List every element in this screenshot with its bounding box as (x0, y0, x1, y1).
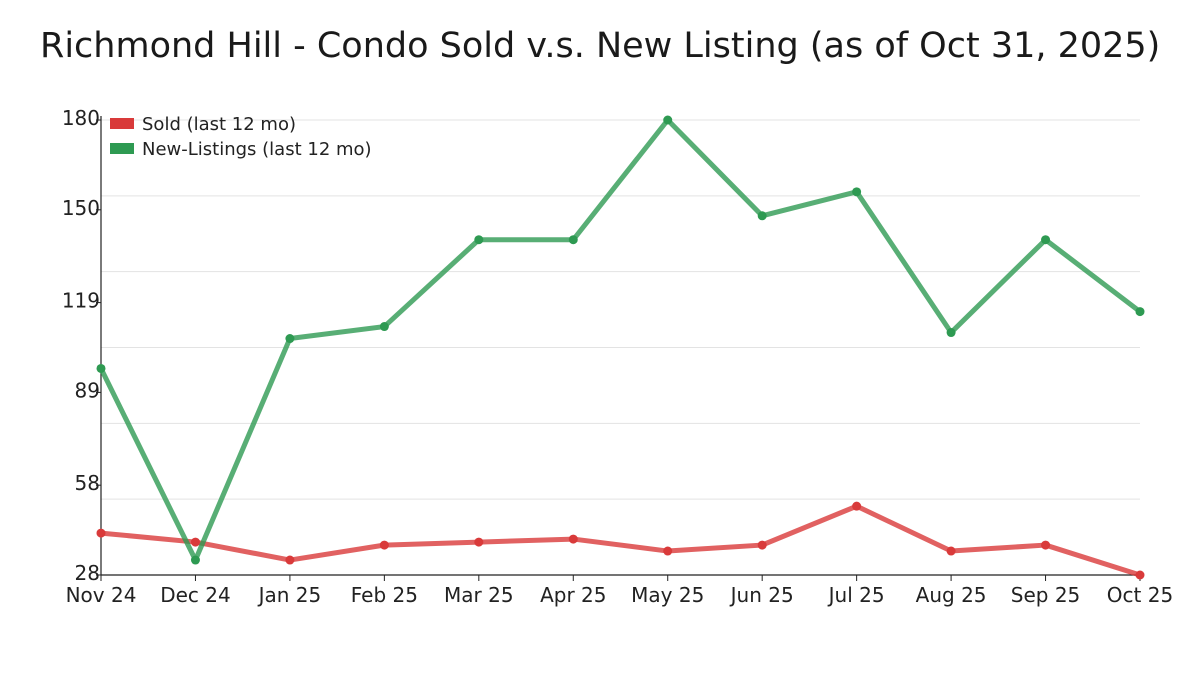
x-tick-label: Nov 24 (66, 583, 137, 607)
x-tick-label: Jan 25 (257, 583, 322, 607)
x-tick-label: Oct 25 (1107, 583, 1173, 607)
x-tick-label: Jul 25 (827, 583, 885, 607)
data-point (663, 546, 673, 556)
data-point (1135, 307, 1145, 317)
data-point (379, 322, 389, 332)
x-tick-label: Mar 25 (444, 583, 514, 607)
data-point (946, 546, 956, 556)
data-point (285, 334, 295, 344)
data-point (190, 537, 200, 547)
data-point (285, 555, 295, 565)
data-point (663, 115, 673, 125)
y-tick-label: 150 (62, 196, 100, 220)
data-point (1041, 540, 1051, 550)
data-point (1041, 235, 1051, 245)
data-point (852, 187, 862, 197)
y-tick-label: 58 (75, 471, 100, 495)
data-point (568, 235, 578, 245)
data-point (190, 555, 200, 565)
x-tick-label: Sep 25 (1011, 583, 1081, 607)
legend-label: Sold (last 12 mo) (142, 114, 296, 135)
data-point (852, 501, 862, 511)
legend-swatch (110, 143, 134, 154)
y-tick-label: 28 (75, 561, 100, 585)
data-point (474, 537, 484, 547)
data-point (379, 540, 389, 550)
legend-swatch (110, 118, 134, 129)
x-tick-label: Dec 24 (160, 583, 231, 607)
data-point (757, 540, 767, 550)
x-tick-label: Feb 25 (351, 583, 418, 607)
series-line-new-listings (98, 117, 1142, 563)
data-point (568, 534, 578, 544)
x-tick-label: Jun 25 (729, 583, 794, 607)
data-point (474, 235, 484, 245)
y-tick-label: 89 (75, 378, 100, 402)
chart-title: Richmond Hill - Condo Sold v.s. New List… (40, 26, 1161, 66)
data-point (96, 528, 106, 538)
legend-label: New-Listings (last 12 mo) (142, 139, 372, 160)
x-tick-label: Apr 25 (540, 583, 606, 607)
data-point (1135, 570, 1145, 580)
x-tick-label: May 25 (631, 583, 704, 607)
y-tick-label: 180 (62, 106, 100, 130)
series-line-sold (100, 503, 1141, 578)
data-point (946, 328, 956, 338)
x-tick-label: Aug 25 (916, 583, 987, 607)
data-point (96, 363, 106, 373)
data-point (757, 211, 767, 221)
y-tick-label: 119 (62, 289, 100, 313)
